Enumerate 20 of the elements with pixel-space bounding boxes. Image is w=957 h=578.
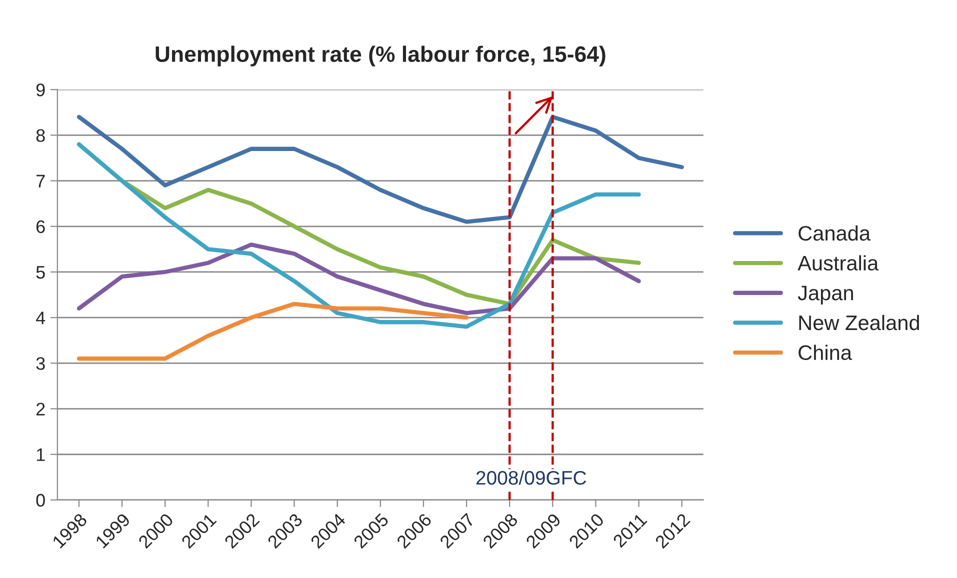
- y-tick-label: 5: [36, 266, 45, 279]
- y-tick-label: 0: [36, 494, 45, 507]
- y-tick-label: 8: [36, 129, 45, 142]
- legend-label: Japan: [798, 286, 853, 304]
- y-tick-label: 9: [36, 84, 45, 96]
- annotation: 2008/09GFC: [476, 470, 586, 485]
- y-tick-label: 7: [36, 174, 45, 188]
- y-tick-label: 2: [36, 402, 45, 416]
- line-series: [76, 114, 684, 224]
- legend-label: New Zealand: [799, 314, 919, 330]
- line-series: [76, 302, 469, 361]
- legend-label: Australia: [798, 255, 879, 271]
- y-tick-label: 1: [36, 448, 45, 461]
- y-tick-label: 4: [36, 312, 46, 324]
- y-tick-label: 3: [36, 357, 45, 370]
- chart-title: Unemployment rate (% labour force, 15-64): [156, 46, 606, 66]
- legend-label: Canada: [798, 225, 871, 241]
- line-series: [76, 242, 641, 316]
- legend-label: China: [798, 344, 852, 360]
- y-tick-label: 6: [36, 220, 45, 234]
